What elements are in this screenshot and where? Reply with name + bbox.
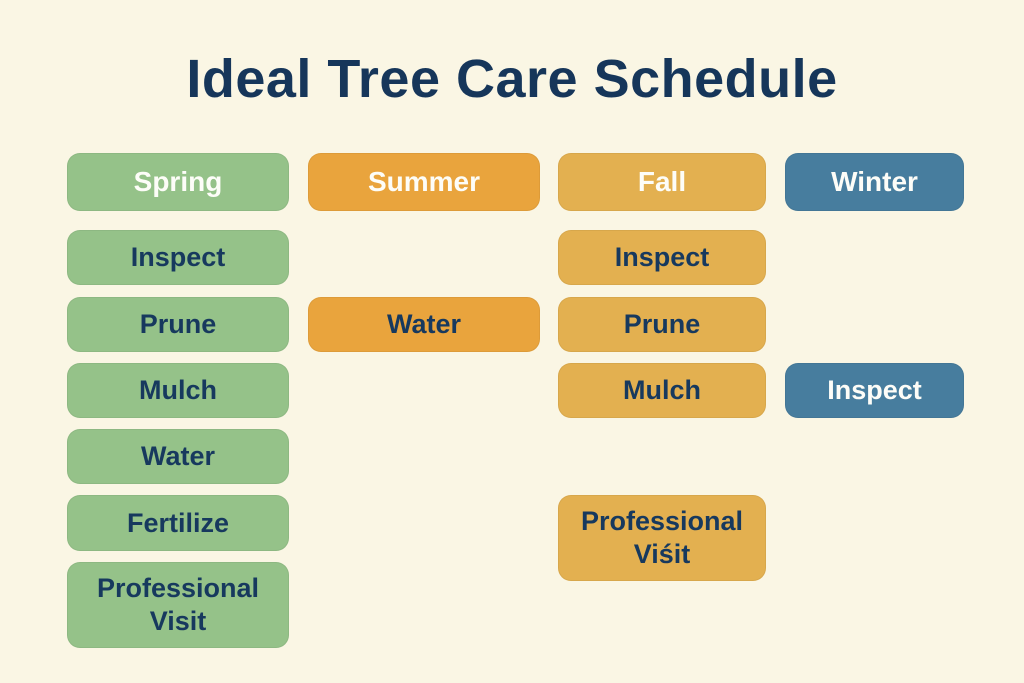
task-summer-water: Water bbox=[308, 297, 540, 352]
season-header-winter: Winter bbox=[785, 153, 964, 211]
season-header-spring: Spring bbox=[67, 153, 289, 211]
task-spring-professional-visit: Professional Visit bbox=[67, 562, 289, 648]
task-spring-mulch: Mulch bbox=[67, 363, 289, 418]
task-spring-water: Water bbox=[67, 429, 289, 484]
task-fall-mulch: Mulch bbox=[558, 363, 766, 418]
task-spring-fertilize: Fertilize bbox=[67, 495, 289, 551]
season-header-summer: Summer bbox=[308, 153, 540, 211]
task-fall-prune: Prune bbox=[558, 297, 766, 352]
task-winter-inspect: Inspect bbox=[785, 363, 964, 418]
task-spring-inspect: Inspect bbox=[67, 230, 289, 285]
task-fall-professional-visit: Professional Viśit bbox=[558, 495, 766, 581]
task-fall-inspect: Inspect bbox=[558, 230, 766, 285]
page-title: Ideal Tree Care Schedule bbox=[186, 49, 838, 109]
season-header-fall: Fall bbox=[558, 153, 766, 211]
task-spring-prune: Prune bbox=[67, 297, 289, 352]
